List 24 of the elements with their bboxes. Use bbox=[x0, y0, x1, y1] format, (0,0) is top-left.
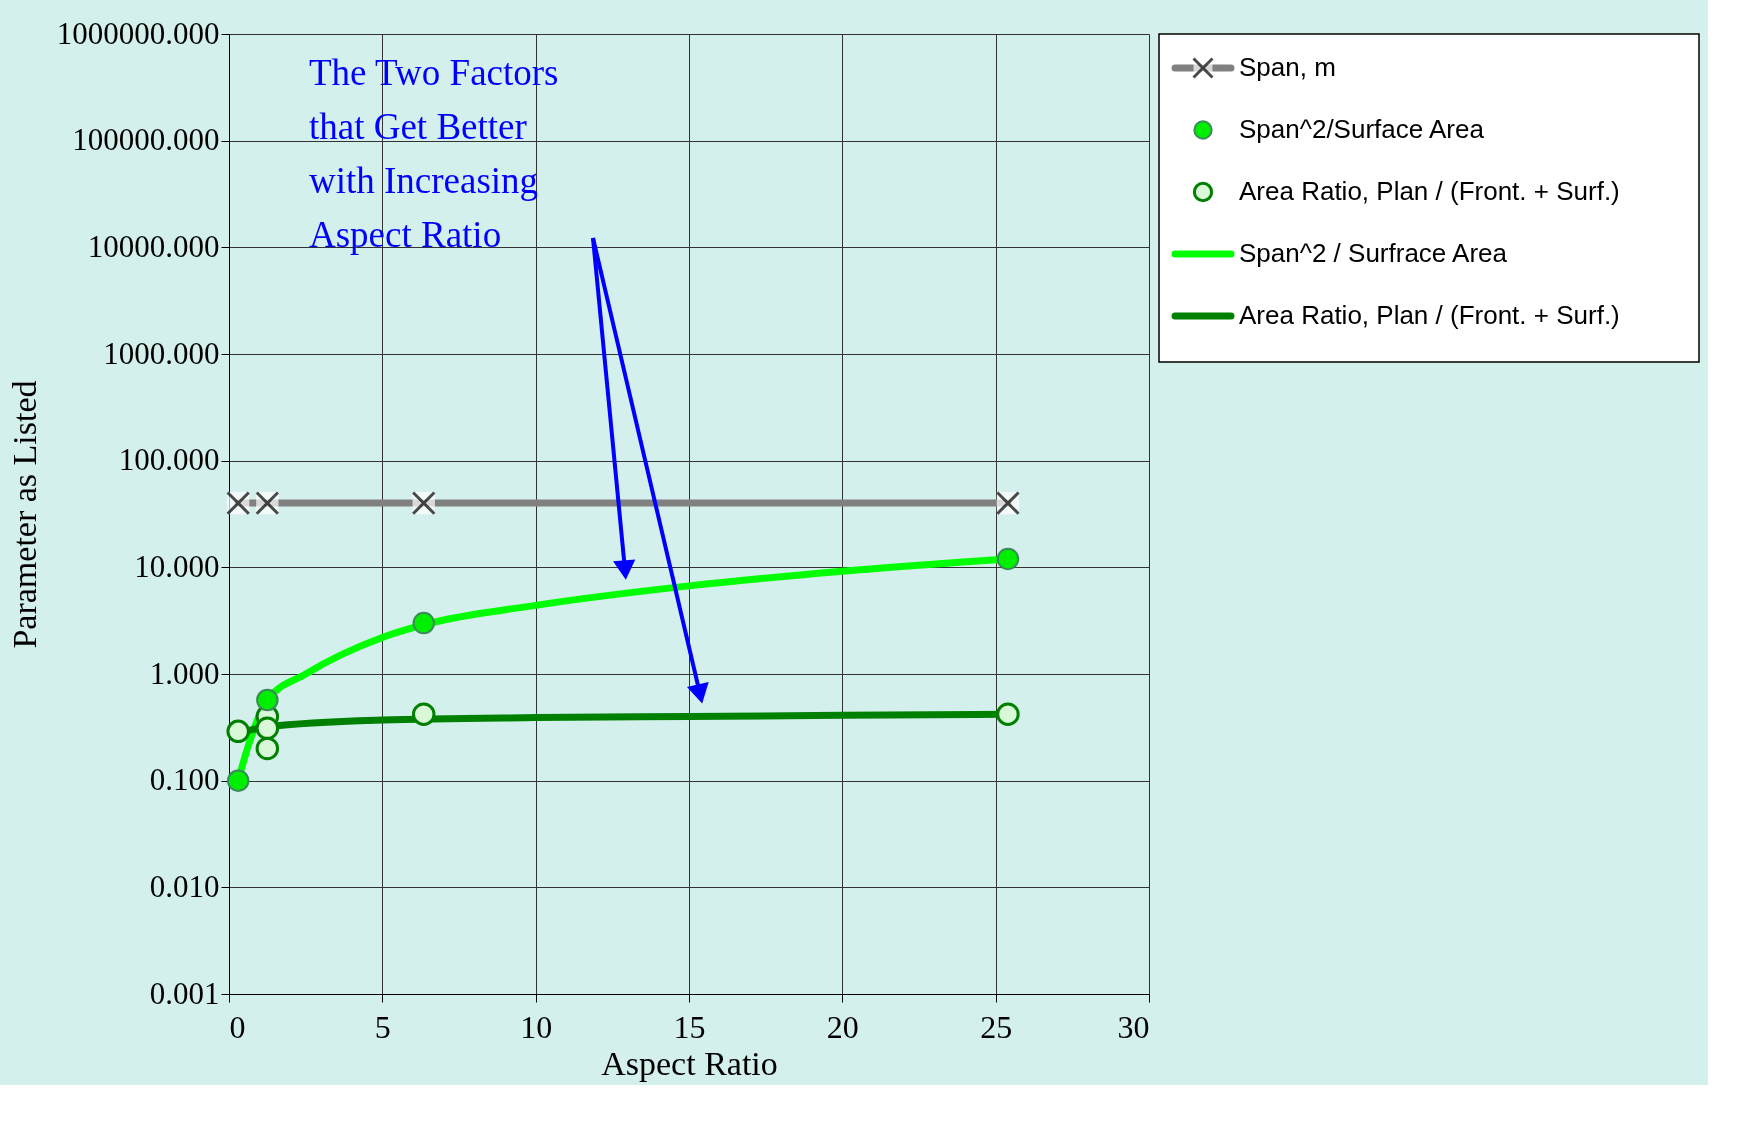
y-tick-label: 10.000 bbox=[134, 548, 220, 584]
x-tick-label: 15 bbox=[673, 1008, 706, 1045]
legend-label: Area Ratio, Plan / (Front. + Surf.) bbox=[1239, 300, 1620, 330]
y-tick-label: 10000.000 bbox=[87, 228, 220, 264]
x-tick-label: 30 bbox=[1117, 1008, 1150, 1045]
legend-label: Span, m bbox=[1239, 52, 1336, 82]
y-tick-label: 1.000 bbox=[149, 655, 220, 691]
x-tick-label: 20 bbox=[826, 1008, 859, 1045]
y-tick-label: 100.000 bbox=[118, 442, 220, 478]
y-tick-label: 0.010 bbox=[149, 868, 220, 904]
legend-label: Span^2 / Surfrace Area bbox=[1239, 238, 1508, 268]
y-tick-label: 1000.000 bbox=[103, 335, 220, 371]
y-tick-label: 0.001 bbox=[149, 975, 220, 1011]
x-tick-label: 5 bbox=[374, 1008, 391, 1045]
x-tick-label: 10 bbox=[520, 1008, 553, 1045]
x-axis-title: Aspect Ratio bbox=[601, 1044, 778, 1082]
y-tick-label: 0.100 bbox=[149, 762, 220, 798]
y-tick-label: 1000000.000 bbox=[56, 15, 220, 51]
x-tick-label: 0 bbox=[229, 1008, 246, 1045]
legend-label: Span^2/Surface Area bbox=[1239, 114, 1485, 144]
y-axis-title: Parameter as Listed bbox=[5, 380, 43, 649]
x-tick-label: 25 bbox=[980, 1008, 1013, 1045]
y-tick-label: 100000.000 bbox=[72, 122, 220, 158]
legend-label: Area Ratio, Plan / (Front. + Surf.) bbox=[1239, 176, 1620, 206]
